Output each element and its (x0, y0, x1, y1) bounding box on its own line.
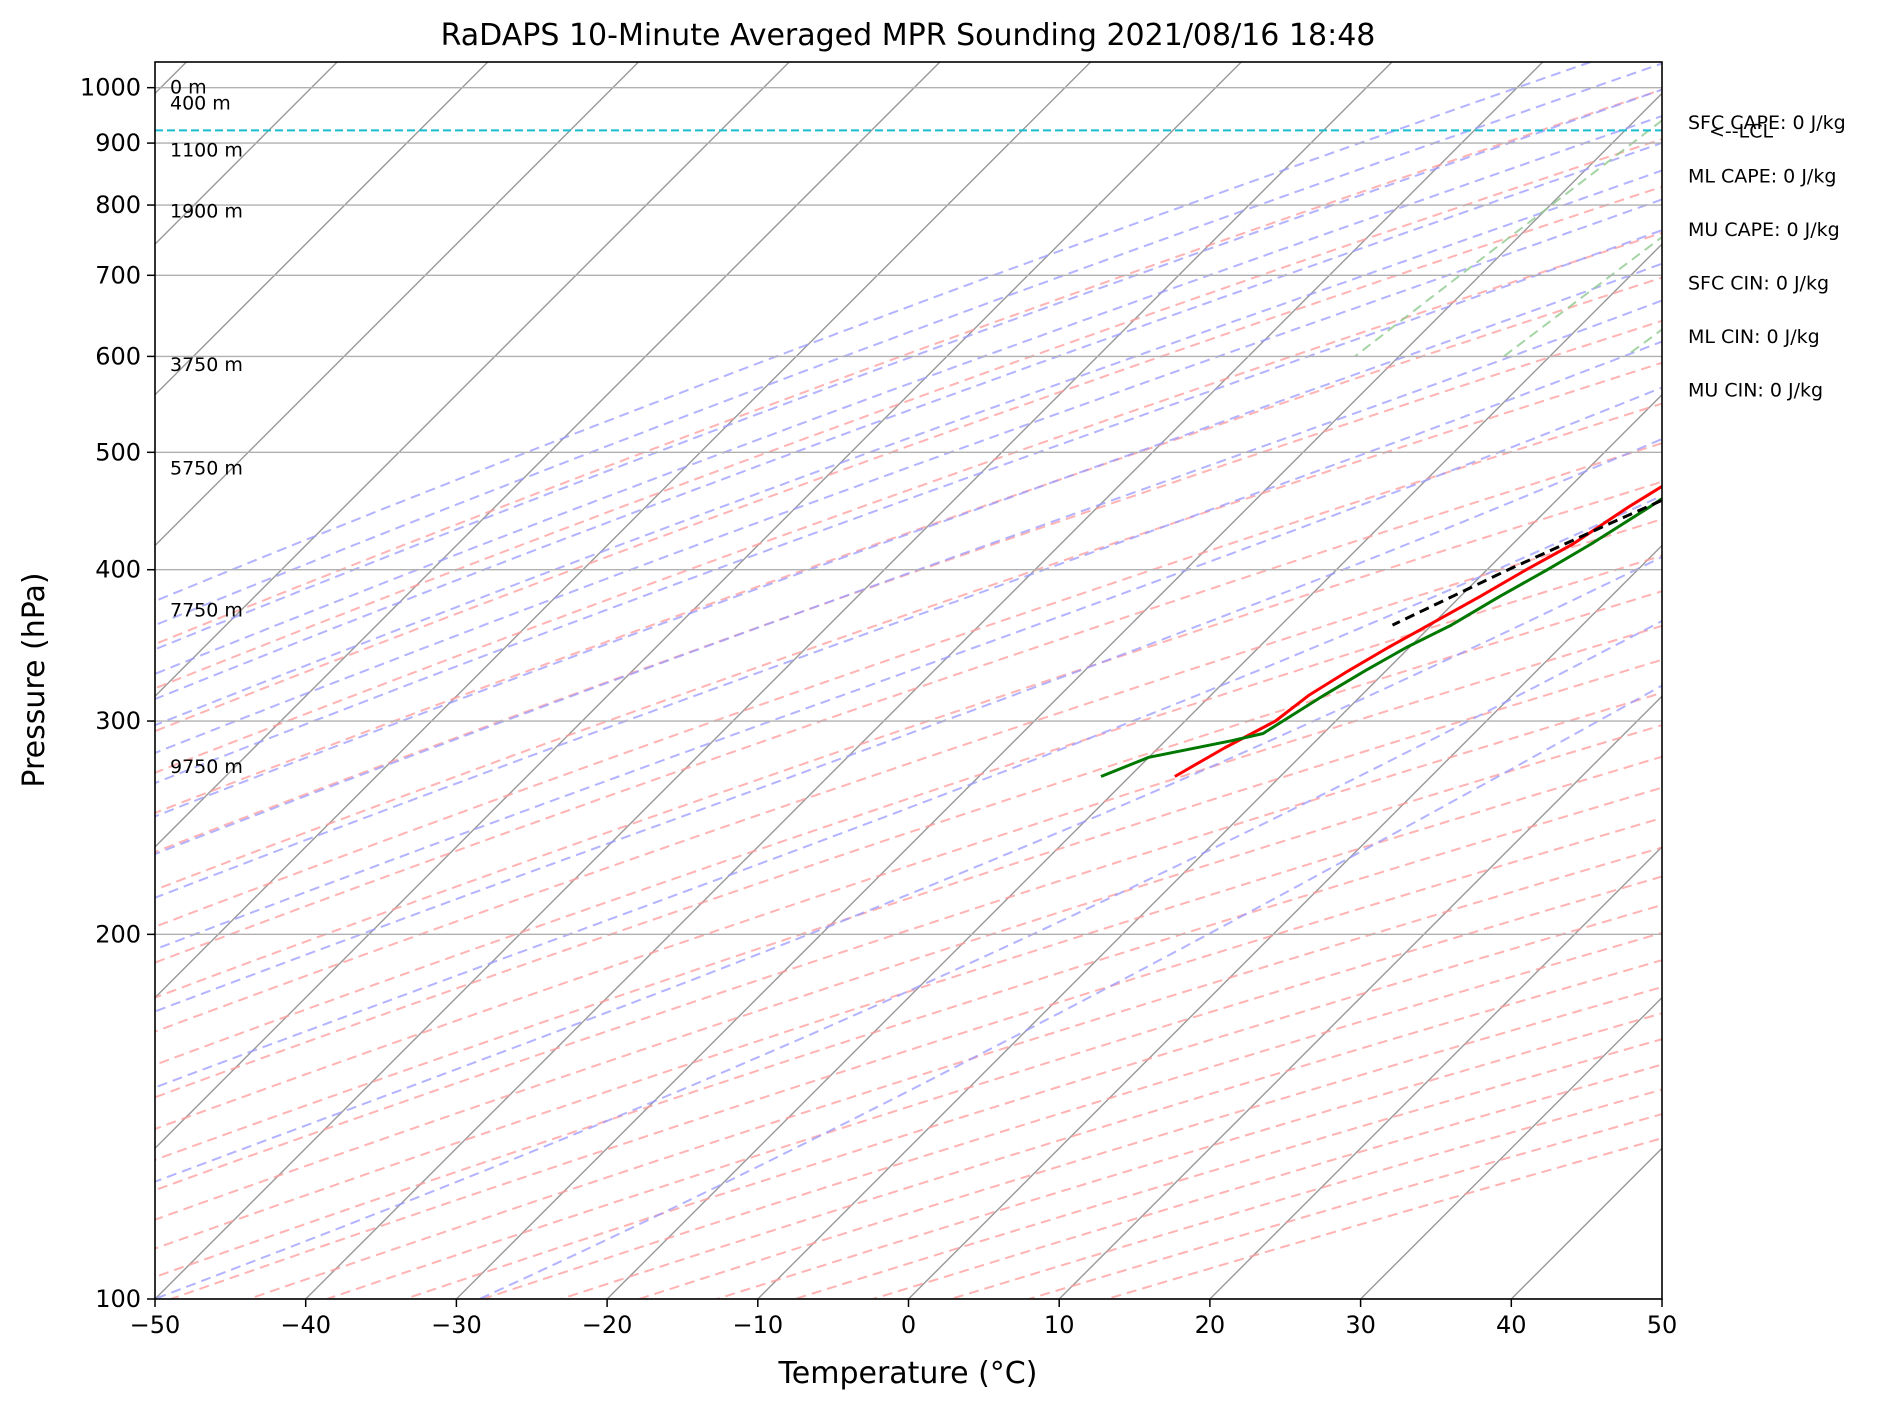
y-tick-label: 300 (95, 707, 141, 735)
y-axis-label: Pressure (hPa) (17, 572, 52, 787)
y-tick-label: 600 (95, 342, 141, 370)
y-tick-label: 100 (95, 1285, 141, 1313)
stability-annotation: MU CIN: 0 J/kg (1688, 380, 1823, 402)
stability-annotation: SFC CIN: 0 J/kg (1688, 273, 1829, 295)
x-tick-label: 50 (1647, 1311, 1678, 1339)
height-label: 7750 m (170, 600, 243, 622)
y-tick-label: 1000 (80, 74, 141, 102)
x-tick-label: −50 (130, 1311, 181, 1339)
y-tick-label: 500 (95, 438, 141, 466)
x-tick-label: −10 (732, 1311, 783, 1339)
lcl-label: <--LCL (1709, 120, 1773, 142)
x-tick-label: 0 (901, 1311, 916, 1339)
stability-annotation: MU CAPE: 0 J/kg (1688, 219, 1840, 241)
stability-annotation: ML CAPE: 0 J/kg (1688, 166, 1836, 188)
x-tick-label: 20 (1195, 1311, 1226, 1339)
y-tick-label: 200 (95, 920, 141, 948)
x-axis-label: Temperature (°C) (778, 1356, 1038, 1391)
y-tick-label: 800 (95, 191, 141, 219)
height-label: 9750 m (170, 756, 243, 778)
x-tick-label: −40 (280, 1311, 331, 1339)
x-tick-label: 10 (1044, 1311, 1075, 1339)
y-tick-label: 700 (95, 261, 141, 289)
height-label: 1100 m (170, 140, 243, 162)
x-tick-label: 30 (1345, 1311, 1376, 1339)
chart-title: RaDAPS 10-Minute Averaged MPR Sounding 2… (441, 18, 1376, 53)
x-tick-label: 40 (1496, 1311, 1527, 1339)
y-tick-label: 900 (95, 129, 141, 157)
height-label: 5750 m (170, 457, 243, 479)
x-tick-label: −30 (431, 1311, 482, 1339)
stability-annotation: ML CIN: 0 J/kg (1688, 326, 1820, 348)
height-label: 3750 m (170, 354, 243, 376)
y-tick-label: 400 (95, 556, 141, 584)
height-label: 1900 m (170, 201, 243, 223)
height-label: 0 m (170, 77, 207, 99)
x-tick-label: −20 (582, 1311, 633, 1339)
